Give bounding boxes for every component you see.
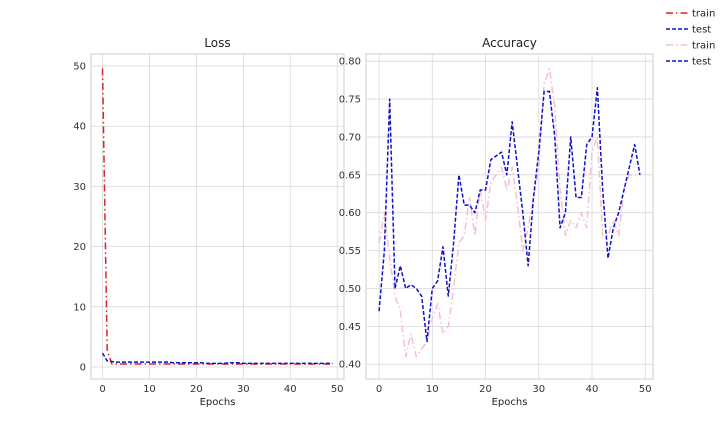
y-tick-label: 0.65 [339, 170, 361, 181]
legend-label: test [692, 25, 711, 36]
plot-area [365, 53, 654, 380]
chart-title: Accuracy [482, 36, 537, 50]
x-tick-label: 0 [99, 384, 105, 395]
x-axis-label: Epochs [200, 397, 236, 408]
series-line-train [101, 68, 333, 365]
y-tick-label: 0.40 [339, 360, 361, 371]
legend: train test train test [666, 9, 715, 68]
y-tick-label: 30 [73, 182, 86, 193]
x-tick-label: 20 [190, 384, 203, 395]
y-tick-label: 0.50 [339, 284, 361, 295]
y-tick-label: 0.80 [339, 57, 361, 68]
x-tick-label: 0 [376, 384, 382, 395]
chart-title: Loss [204, 36, 230, 50]
x-tick-label: 50 [639, 384, 652, 395]
x-tick-label: 30 [237, 384, 250, 395]
y-tick-label: 0.75 [339, 95, 361, 106]
x-tick-label: 20 [479, 384, 492, 395]
y-tick-label: 0.60 [339, 208, 361, 219]
plot-area [90, 53, 345, 380]
series-line-test [101, 352, 333, 365]
x-tick-label: 10 [426, 384, 439, 395]
x-tick-label: 40 [586, 384, 599, 395]
y-tick-label: 50 [73, 62, 86, 73]
y-tick-label: 20 [73, 242, 86, 253]
legend-label: train [692, 9, 715, 20]
legend-label: test [692, 57, 711, 68]
y-tick-label: 0.45 [339, 322, 361, 333]
x-tick-label: 40 [284, 384, 297, 395]
x-tick-label: 30 [532, 384, 545, 395]
plot-loss: 0 10 20 30 40 50 0 10 20 30 40 50 Loss Epochs [73, 36, 345, 408]
x-tick-label: 10 [143, 384, 156, 395]
y-tick-label: 0 [80, 362, 86, 373]
x-tick-label: 50 [331, 384, 344, 395]
x-axis-label: Epochs [492, 397, 528, 408]
plot-accuracy: 0 10 20 30 40 50 0.40 0.45 0.50 0.55 0.60 0.65 0.70 0… [339, 36, 654, 408]
y-tick-label: 0.55 [339, 246, 361, 257]
y-tick-label: 0.70 [339, 132, 361, 143]
series-line-train [378, 68, 640, 358]
y-tick-label: 10 [73, 302, 86, 313]
legend-label: train [692, 41, 715, 52]
y-tick-label: 40 [73, 122, 86, 133]
